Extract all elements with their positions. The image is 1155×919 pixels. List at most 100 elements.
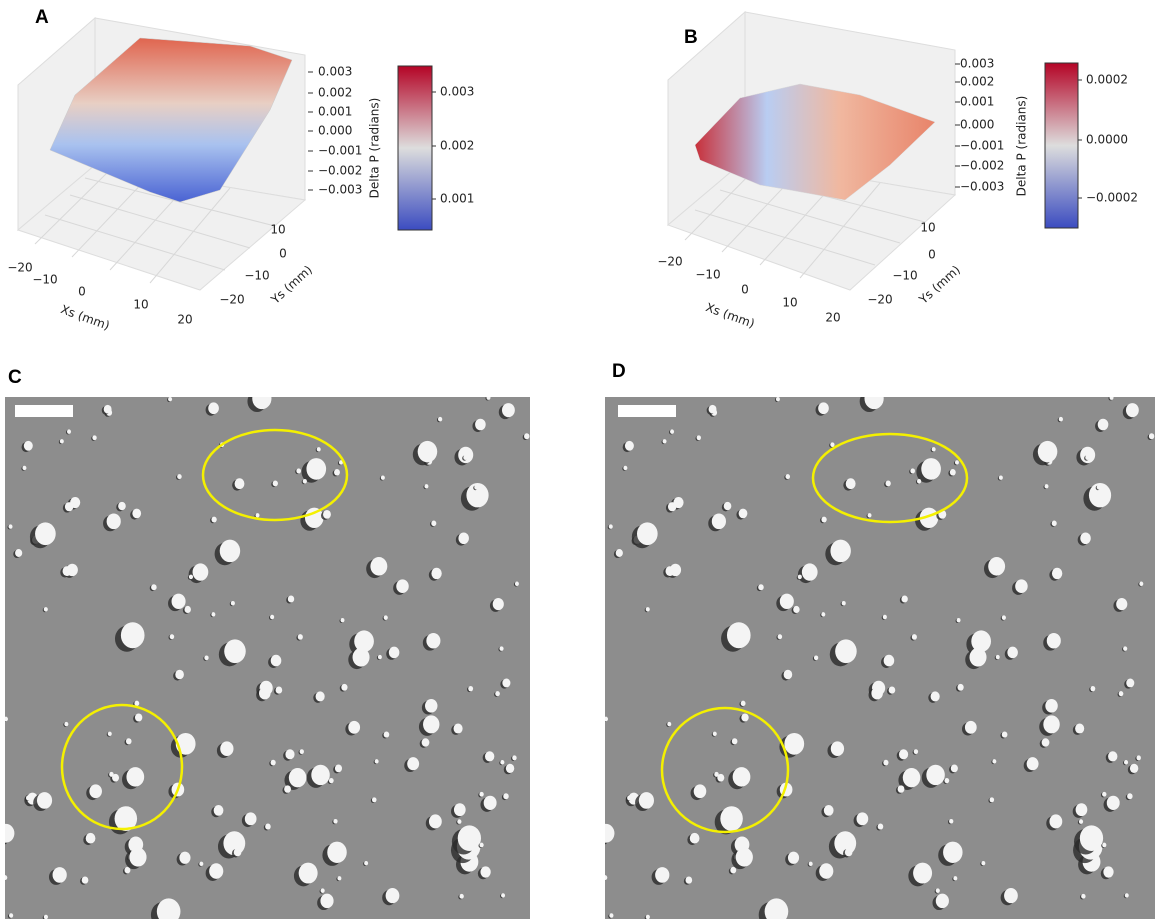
particle (990, 797, 995, 802)
particle (506, 764, 514, 773)
particle (289, 768, 307, 787)
particle (92, 435, 96, 440)
particle (943, 842, 962, 863)
particle (884, 655, 895, 667)
colorbar-tick-label: 0.003 (440, 85, 474, 99)
particle (784, 733, 804, 755)
particle (235, 478, 245, 489)
particle (720, 806, 743, 831)
particle (438, 417, 442, 422)
particle (524, 433, 529, 439)
particle (776, 397, 780, 401)
particle (503, 793, 508, 799)
particle (1126, 679, 1134, 688)
particle (386, 888, 400, 903)
particle (741, 713, 748, 721)
particle (500, 760, 504, 765)
particle (724, 502, 732, 510)
particle (220, 741, 233, 756)
z-tick-label: −0.001 (960, 139, 1004, 153)
particle (184, 606, 190, 613)
particle (429, 814, 442, 828)
particle (341, 684, 347, 691)
particle (170, 634, 175, 639)
particle (709, 405, 717, 414)
particle (1107, 796, 1120, 810)
particle (988, 557, 1005, 576)
particle (778, 634, 783, 639)
particle (35, 522, 56, 545)
particle (609, 524, 613, 528)
particle (424, 484, 428, 488)
particle (135, 713, 142, 721)
y-tick-label: −10 (244, 269, 269, 283)
particle (323, 510, 331, 519)
z-axis-label: Delta P (radians) (368, 98, 382, 199)
particle (788, 852, 799, 864)
particle (109, 772, 113, 777)
particle (423, 715, 439, 733)
figure: A B C D 0.0030.0020.0010.000−0.001−0.002… (0, 0, 1155, 919)
particle (639, 792, 654, 809)
x-tick-label: 0 (741, 283, 749, 297)
particle (1007, 647, 1017, 659)
particle (208, 402, 219, 414)
particle (668, 502, 676, 511)
colorbar (398, 66, 432, 230)
particle (1076, 803, 1088, 816)
particle (425, 699, 437, 713)
particle (501, 893, 505, 897)
particle (694, 784, 707, 798)
particle (384, 615, 388, 620)
particle (625, 441, 634, 451)
particle (458, 447, 473, 463)
scale-bar (15, 405, 73, 417)
particle (732, 738, 738, 744)
particle (1102, 792, 1106, 797)
particle (179, 852, 190, 864)
particle (1124, 760, 1128, 765)
particle (830, 442, 834, 447)
particle (259, 687, 271, 700)
particle (663, 439, 667, 443)
particle (784, 670, 793, 679)
particle (475, 419, 486, 431)
particle (53, 867, 67, 883)
particle (857, 812, 869, 825)
particle (1075, 724, 1084, 734)
particle (780, 594, 794, 609)
particle (104, 405, 112, 414)
particle (457, 819, 461, 824)
particle (932, 447, 936, 451)
particle (1097, 485, 1101, 490)
particle (1080, 825, 1103, 851)
z-tick-label: 0.002 (318, 86, 352, 100)
particle (306, 458, 326, 480)
particle (1080, 532, 1090, 544)
particle (129, 848, 146, 867)
particle (118, 502, 126, 510)
particle (335, 764, 342, 772)
particle (1149, 433, 1154, 439)
particle (802, 563, 818, 580)
particle (199, 862, 203, 866)
particle (9, 913, 13, 918)
particle (431, 568, 441, 579)
z-tick-label: −0.003 (318, 183, 362, 197)
particle (999, 475, 1003, 479)
particle (211, 517, 216, 523)
particle (623, 466, 627, 470)
particle (1126, 403, 1139, 417)
particle (298, 634, 303, 640)
particle (597, 824, 614, 843)
particle (288, 595, 294, 602)
particle (63, 566, 72, 576)
particle (211, 612, 215, 616)
particle (271, 760, 276, 766)
particle (252, 388, 271, 409)
particle (265, 824, 271, 830)
particle (793, 606, 799, 613)
panel-label: D (612, 361, 626, 382)
particle (407, 757, 419, 770)
particle (333, 819, 337, 824)
